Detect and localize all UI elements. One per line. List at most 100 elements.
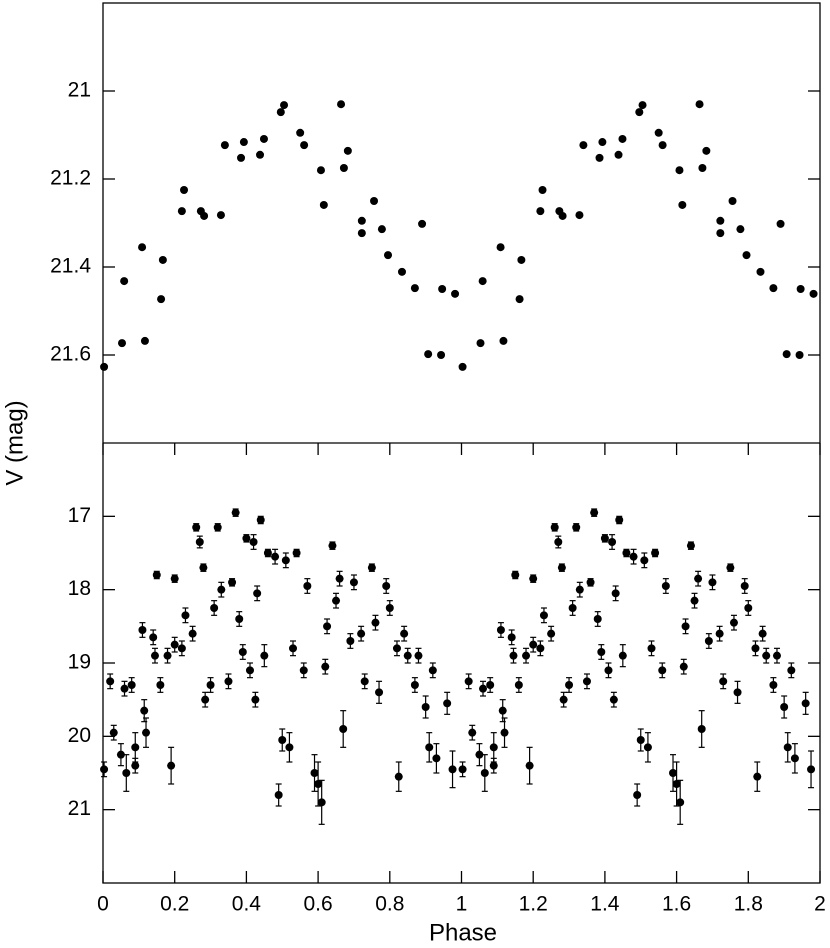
data-point — [753, 772, 762, 781]
data-point — [384, 251, 393, 260]
data-point — [296, 128, 305, 137]
data-point — [582, 677, 591, 686]
x-tick-label: 1 — [456, 893, 468, 916]
data-point — [651, 549, 660, 557]
data-point — [213, 523, 222, 532]
data-point — [694, 574, 703, 583]
data-point — [239, 138, 248, 147]
data-point — [181, 611, 190, 620]
data-point — [394, 772, 403, 781]
data-point — [238, 648, 247, 656]
data-point — [106, 677, 115, 686]
data-point — [410, 681, 419, 689]
data-point — [116, 750, 125, 759]
x-tick-label: 1.6 — [662, 893, 691, 916]
data-point — [195, 538, 204, 546]
data-point — [681, 622, 690, 631]
data-point — [635, 108, 644, 117]
data-point — [403, 651, 412, 660]
data-point — [643, 743, 652, 752]
y-tick-label: 21 — [68, 797, 91, 820]
data-point — [729, 618, 738, 627]
data-point — [138, 626, 147, 634]
data-point — [397, 267, 406, 276]
data-point — [647, 644, 656, 653]
data-point — [231, 508, 240, 517]
data-point — [280, 101, 289, 110]
data-point — [370, 197, 379, 205]
data-point — [328, 541, 337, 550]
data-point — [751, 644, 760, 653]
data-point — [702, 146, 711, 155]
x-tick-label: 0.2 — [160, 893, 189, 916]
data-point — [251, 695, 260, 704]
data-point — [109, 728, 118, 737]
data-point — [499, 336, 508, 345]
data-point — [360, 677, 369, 686]
data-point — [316, 166, 325, 175]
data-point — [728, 197, 737, 205]
data-point — [414, 651, 423, 660]
data-point — [716, 229, 725, 238]
data-point — [438, 285, 447, 293]
x-tick-label: 1.2 — [519, 893, 548, 916]
data-point — [742, 251, 751, 260]
data-point — [575, 211, 584, 220]
data-point — [698, 164, 707, 172]
data-point — [565, 681, 574, 689]
data-point — [558, 211, 567, 220]
x-tick-label: 0.6 — [303, 893, 332, 916]
data-point — [618, 651, 627, 660]
data-point — [733, 688, 742, 697]
data-point — [629, 552, 638, 561]
data-point — [572, 523, 581, 532]
data-point — [339, 725, 348, 733]
data-point — [343, 146, 352, 155]
data-point — [177, 644, 186, 653]
data-point — [697, 725, 706, 733]
data-point — [536, 644, 545, 653]
data-point — [224, 677, 233, 686]
data-point — [292, 549, 301, 557]
data-point — [237, 153, 246, 162]
data-point — [590, 508, 599, 517]
data-point — [636, 736, 645, 744]
data-point — [319, 200, 328, 209]
data-point — [675, 166, 684, 175]
data-point — [716, 216, 725, 225]
data-point — [769, 284, 778, 293]
data-point — [658, 141, 667, 150]
data-point — [249, 538, 258, 546]
y-tick-label: 21.4 — [50, 255, 91, 278]
data-point — [120, 277, 129, 286]
data-point — [622, 549, 631, 557]
data-point — [807, 765, 816, 774]
data-point — [281, 556, 290, 565]
data-point — [216, 211, 225, 220]
data-point — [568, 604, 577, 612]
data-point — [496, 243, 505, 252]
data-point — [539, 611, 548, 620]
data-point — [131, 743, 140, 752]
data-point — [704, 637, 713, 645]
data-point — [726, 563, 735, 572]
data-point — [260, 651, 269, 660]
data-point — [769, 681, 778, 689]
x-tick-label: 0.8 — [375, 893, 404, 916]
data-point — [638, 101, 647, 110]
data-point — [476, 339, 485, 348]
data-point — [432, 754, 441, 763]
data-point — [740, 582, 749, 590]
data-point — [458, 765, 467, 774]
data-point — [118, 339, 127, 348]
x-tick-label: 1.4 — [590, 893, 620, 916]
data-point — [289, 644, 298, 653]
data-point — [511, 571, 520, 579]
data-point — [744, 604, 753, 612]
data-point — [210, 604, 219, 612]
data-point — [443, 699, 452, 708]
data-point — [609, 695, 618, 704]
data-point — [163, 651, 172, 660]
data-point — [245, 666, 254, 675]
data-point — [199, 563, 208, 572]
